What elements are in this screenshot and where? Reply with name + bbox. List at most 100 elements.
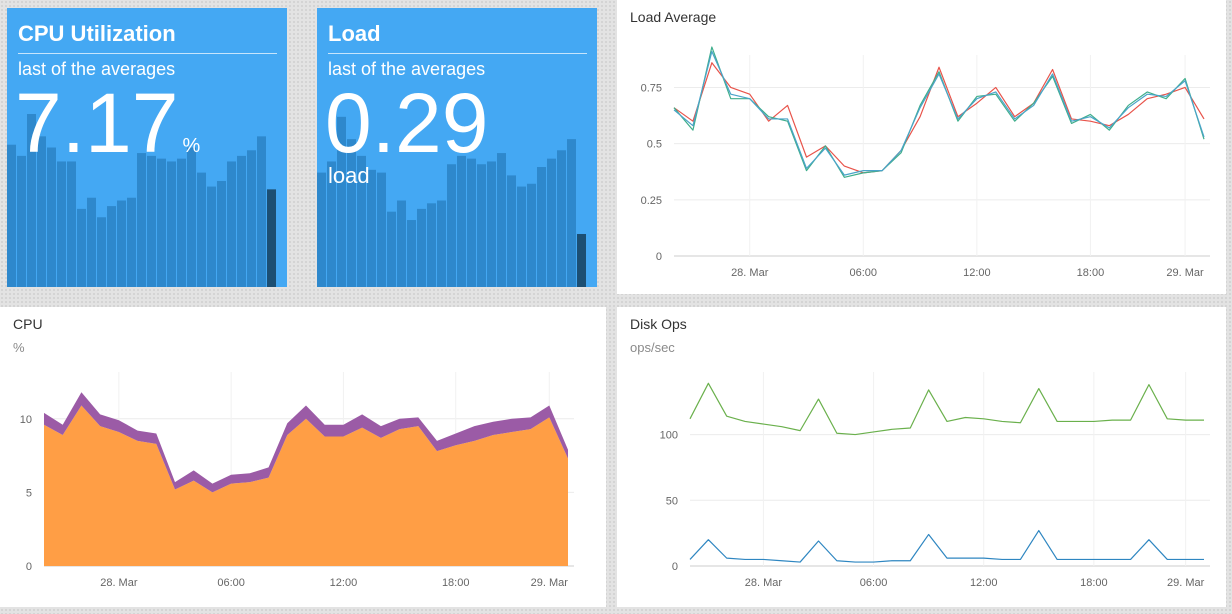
cpu-utilization-bar	[27, 114, 36, 287]
cpu-utilization-bar	[127, 197, 136, 287]
load-bar	[397, 200, 406, 287]
cpu-utilization-bar	[187, 147, 196, 287]
cpu-utilization-bar	[137, 153, 146, 287]
cpu-utilization-bar	[117, 200, 126, 287]
load-bar	[487, 161, 496, 287]
cpu-utilization-bar	[107, 206, 116, 287]
cpu-utilization-panel[interactable]: CPU Utilization last of the averages 7.1…	[7, 8, 287, 287]
cpu-utilization-bar	[47, 147, 56, 287]
load-bar	[497, 153, 506, 287]
load-bar	[437, 200, 446, 287]
cpu-x-tick-label: 18:00	[442, 577, 470, 589]
load-bar	[577, 233, 586, 287]
cpu-utilization-value: 7.17	[15, 76, 179, 170]
cpu-utilization-bar	[257, 136, 266, 287]
cpu-utilization-bar	[147, 155, 156, 287]
cpu-title: CPU	[13, 316, 43, 332]
load-average-chart[interactable]: 0 0.25 0.5 0.75 28. Mar 06:00 12:00 18:00 29. Ma…	[617, 0, 1226, 294]
load-average-panel[interactable]: Load Average 0 0.25 0.5 0.75 28. Mar 06:00 12:…	[617, 0, 1226, 294]
cpu-utilization-unit: %	[182, 135, 201, 157]
cpu-panel[interactable]: CPU % 0 5 10 28. Mar 06:00 12:00 18:00 29. Mar	[0, 307, 606, 607]
load-bar	[447, 164, 456, 287]
load-title: Load	[328, 21, 381, 46]
cpu-utilization-bar	[207, 186, 216, 287]
load-bar	[367, 169, 376, 287]
load-value: 0.29	[325, 76, 489, 170]
load-bar	[537, 167, 546, 287]
load-sparkbars	[317, 116, 586, 287]
load-bar	[417, 208, 426, 287]
load-average-y-tick-label: 0.5	[647, 139, 662, 151]
load-bar	[427, 203, 436, 287]
load-average-y-tick-label: 0.25	[641, 195, 662, 207]
disk-ops-x-tick-label: 12:00	[970, 577, 998, 589]
load-panel[interactable]: Load last of the averages 0.29 load	[317, 8, 597, 287]
cpu-utilization-bar	[157, 158, 166, 287]
load-average-y-tick-label: 0.75	[641, 82, 662, 94]
cpu-x-tick-label: 28. Mar	[100, 577, 138, 589]
cpu-utilization-bar	[17, 155, 26, 287]
cpu-x-tick-label: 06:00	[217, 577, 245, 589]
cpu-utilization-bar	[87, 197, 96, 287]
disk-ops-y-tick-label: 100	[660, 430, 678, 442]
cpu-y-tick-label: 10	[20, 414, 32, 426]
cpu-utilization-bar	[97, 217, 106, 287]
cpu-area-series-0	[44, 405, 568, 566]
load-average-line-series-2	[673, 50, 1205, 176]
disk-ops-x-tick-label: 06:00	[860, 577, 888, 589]
cpu-y-tick-label: 5	[26, 487, 32, 499]
disk-ops-chart[interactable]: 0 50 100 28. Mar 06:00 12:00 18:00 29. Mar	[617, 307, 1226, 607]
cpu-utilization-bar	[37, 136, 46, 287]
cpu-utilization-bar	[67, 161, 76, 287]
load-bar	[547, 158, 556, 287]
load-bar	[387, 211, 396, 287]
cpu-unit: %	[13, 340, 25, 355]
cpu-utilization-value-wrap: 7.17%	[15, 81, 200, 165]
cpu-chart[interactable]: 0 5 10 28. Mar 06:00 12:00 18:00 29. Mar	[0, 307, 606, 607]
cpu-utilization-bar	[7, 144, 16, 287]
disk-ops-x-tick-label: 28. Mar	[745, 577, 783, 589]
load-divider	[328, 53, 587, 54]
load-unit: load	[328, 163, 370, 188]
cpu-utilization-subtitle: last of the averages	[18, 59, 176, 79]
cpu-utilization-divider	[18, 53, 277, 54]
cpu-utilization-bar	[197, 172, 206, 287]
load-average-x-tick-label: 28. Mar	[731, 267, 769, 279]
cpu-utilization-title: CPU Utilization	[18, 21, 176, 46]
load-bar	[517, 186, 526, 287]
cpu-utilization-bar	[57, 161, 66, 287]
disk-ops-unit: ops/sec	[630, 340, 675, 355]
load-average-x-tick-label: 06:00	[850, 267, 878, 279]
disk-ops-x-tick-label: 29. Mar	[1167, 577, 1205, 589]
disk-ops-line-series-1	[689, 529, 1204, 563]
cpu-utilization-bar	[77, 208, 86, 287]
load-bar	[527, 183, 536, 287]
load-bar	[327, 161, 336, 287]
load-bar	[377, 172, 386, 287]
load-bar	[557, 150, 566, 287]
load-bar	[357, 155, 366, 287]
load-bar	[407, 220, 416, 287]
load-average-y-tick-label: 0	[656, 251, 662, 263]
load-bar	[477, 164, 486, 287]
disk-ops-panel[interactable]: Disk Ops ops/sec 0 50 100 28. Mar 06:00 12:00…	[617, 307, 1226, 607]
cpu-utilization-bar	[227, 161, 236, 287]
cpu-utilization-bar	[267, 189, 276, 287]
load-bar	[507, 175, 516, 287]
load-average-x-tick-label: 12:00	[963, 267, 991, 279]
load-bar	[457, 155, 466, 287]
load-bar	[567, 139, 576, 287]
cpu-x-tick-label: 12:00	[330, 577, 358, 589]
load-bar	[467, 158, 476, 287]
load-average-line-series-0	[673, 62, 1205, 174]
cpu-utilization-bar	[167, 161, 176, 287]
cpu-utilization-bar	[247, 150, 256, 287]
disk-ops-y-tick-label: 50	[666, 495, 678, 507]
disk-ops-line-series-0	[689, 382, 1204, 436]
load-bar	[347, 139, 356, 287]
load-bar	[337, 116, 346, 287]
disk-ops-y-tick-label: 0	[672, 561, 678, 573]
cpu-utilization-sparkbars	[7, 114, 276, 287]
cpu-utilization-bar	[217, 180, 226, 287]
load-average-x-tick-label: 18:00	[1077, 267, 1105, 279]
